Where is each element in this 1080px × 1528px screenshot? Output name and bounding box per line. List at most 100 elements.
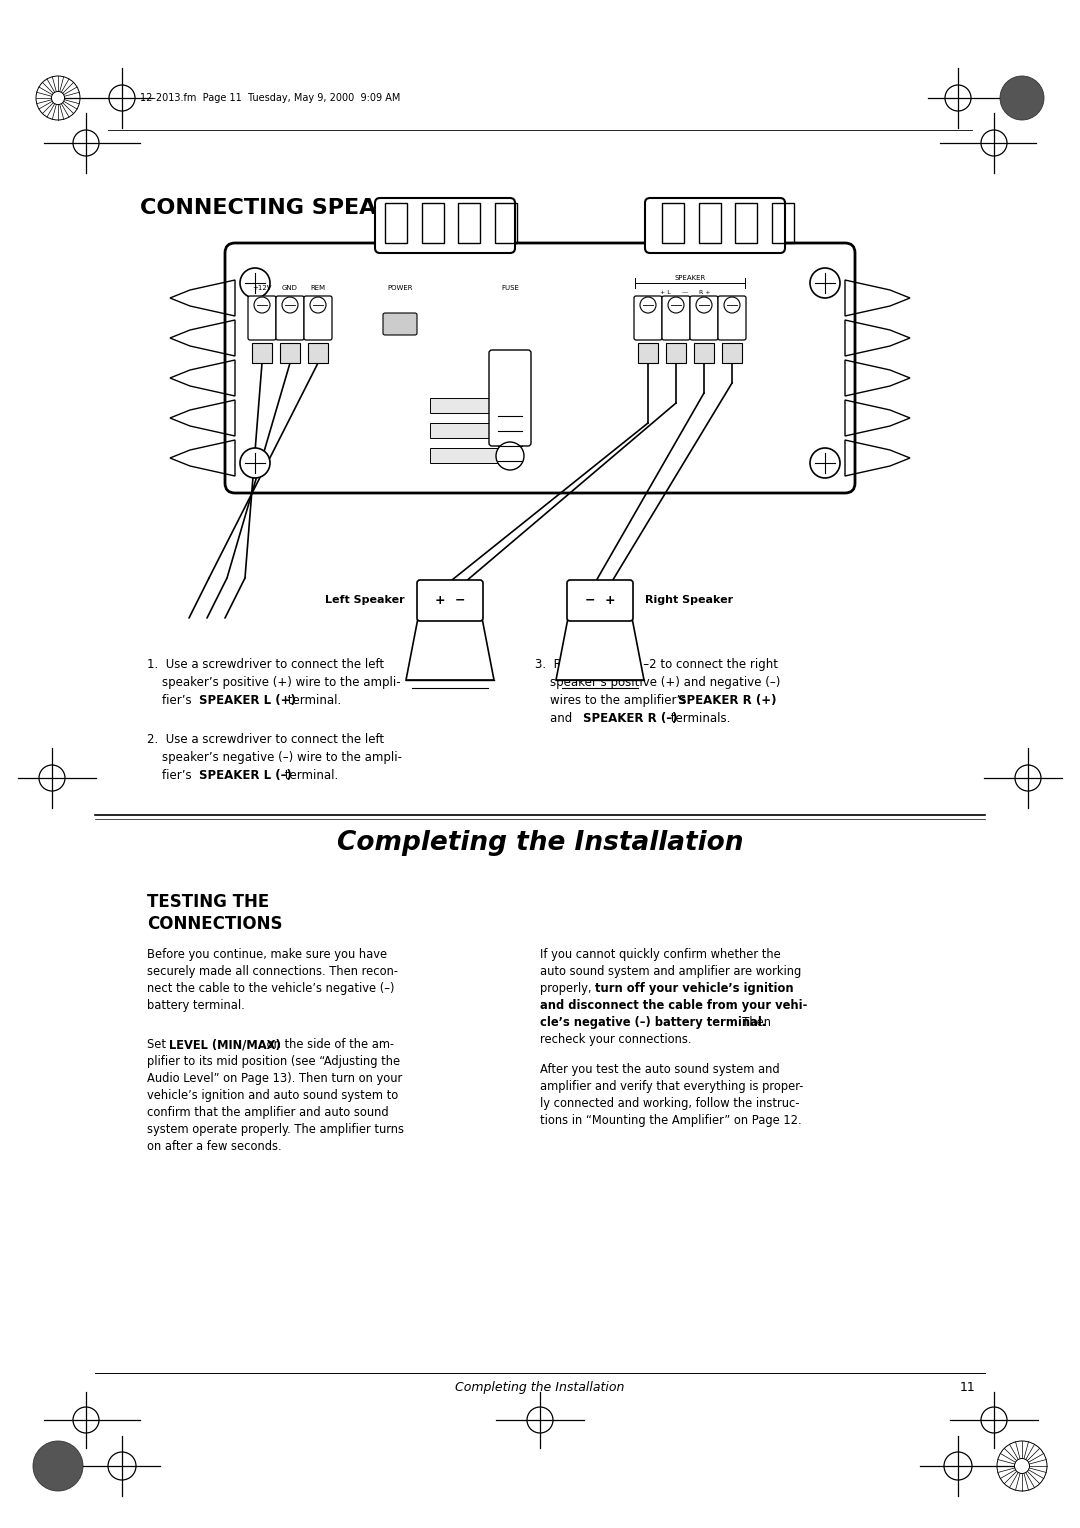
Text: CONNECTING SPEAKERS: CONNECTING SPEAKERS [140, 199, 442, 219]
Text: Completing the Installation: Completing the Installation [456, 1381, 624, 1394]
Text: terminal.: terminal. [284, 694, 341, 707]
Text: TESTING THE: TESTING THE [147, 892, 269, 911]
FancyBboxPatch shape [280, 342, 300, 364]
FancyBboxPatch shape [489, 350, 531, 446]
FancyBboxPatch shape [430, 423, 500, 439]
Text: LEVEL (MIN/MAX): LEVEL (MIN/MAX) [168, 1038, 281, 1051]
Text: terminals.: terminals. [667, 712, 730, 724]
FancyBboxPatch shape [417, 581, 483, 620]
Text: properly,: properly, [540, 983, 598, 995]
Text: nect the cable to the vehicle’s negative (–): nect the cable to the vehicle’s negative… [147, 983, 394, 995]
Text: and disconnect the cable from your vehi-: and disconnect the cable from your vehi- [540, 999, 808, 1012]
Text: speaker’s positive (+) and negative (–): speaker’s positive (+) and negative (–) [535, 675, 781, 689]
Text: system operate properly. The amplifier turns: system operate properly. The amplifier t… [147, 1123, 404, 1135]
Text: −: − [455, 593, 465, 607]
FancyBboxPatch shape [430, 448, 500, 463]
FancyBboxPatch shape [718, 296, 746, 341]
Circle shape [282, 296, 298, 313]
Text: terminal.: terminal. [281, 769, 338, 782]
Text: battery terminal.: battery terminal. [147, 999, 245, 1012]
FancyBboxPatch shape [634, 296, 662, 341]
Text: 11: 11 [959, 1381, 975, 1394]
Text: SPEAKER L (–): SPEAKER L (–) [199, 769, 292, 782]
FancyBboxPatch shape [666, 342, 686, 364]
Text: plifier to its mid position (see “Adjusting the: plifier to its mid position (see “Adjust… [147, 1054, 400, 1068]
FancyBboxPatch shape [252, 342, 272, 364]
Text: Then: Then [735, 1016, 771, 1028]
Text: POWER: POWER [388, 286, 413, 290]
FancyBboxPatch shape [383, 313, 417, 335]
Text: Audio Level” on Page 13). Then turn on your: Audio Level” on Page 13). Then turn on y… [147, 1073, 402, 1085]
Text: SPEAKER R (–): SPEAKER R (–) [583, 712, 677, 724]
Text: fier’s: fier’s [147, 769, 195, 782]
Circle shape [724, 296, 740, 313]
Text: SPEAKER R (+): SPEAKER R (+) [678, 694, 777, 707]
Circle shape [696, 296, 712, 313]
Text: Completing the Installation: Completing the Installation [337, 830, 743, 856]
Text: After you test the auto sound system and: After you test the auto sound system and [540, 1063, 780, 1076]
Text: R +: R + [699, 290, 711, 295]
FancyBboxPatch shape [430, 397, 500, 413]
Text: cle’s negative (–) battery terminal.: cle’s negative (–) battery terminal. [540, 1016, 766, 1028]
Text: wires to the amplifier’s: wires to the amplifier’s [535, 694, 690, 707]
Text: 3.  Repeat Steps 1–2 to connect the right: 3. Repeat Steps 1–2 to connect the right [535, 659, 778, 671]
FancyBboxPatch shape [225, 243, 855, 494]
Text: +: + [605, 593, 616, 607]
FancyBboxPatch shape [567, 581, 633, 620]
Text: 1.  Use a screwdriver to connect the left: 1. Use a screwdriver to connect the left [147, 659, 384, 671]
FancyBboxPatch shape [248, 296, 276, 341]
Text: securely made all connections. Then recon-: securely made all connections. Then reco… [147, 966, 399, 978]
Text: fier’s: fier’s [147, 694, 195, 707]
Circle shape [254, 296, 270, 313]
Circle shape [810, 267, 840, 298]
Text: —: — [681, 290, 688, 295]
Text: + L: + L [660, 290, 671, 295]
Text: tions in “Mounting the Amplifier” on Page 12.: tions in “Mounting the Amplifier” on Pag… [540, 1114, 801, 1128]
Text: speaker’s positive (+) wire to the ampli-: speaker’s positive (+) wire to the ampli… [147, 675, 401, 689]
Text: Set: Set [147, 1038, 170, 1051]
Text: turn off your vehicle’s ignition: turn off your vehicle’s ignition [595, 983, 794, 995]
Text: CONNECTIONS: CONNECTIONS [147, 915, 283, 934]
FancyBboxPatch shape [375, 199, 515, 254]
Text: speaker’s negative (–) wire to the ampli-: speaker’s negative (–) wire to the ampli… [147, 750, 402, 764]
Circle shape [496, 442, 524, 471]
FancyBboxPatch shape [662, 296, 690, 341]
Text: GND: GND [282, 286, 298, 290]
Text: vehicle’s ignition and auto sound system to: vehicle’s ignition and auto sound system… [147, 1089, 399, 1102]
Text: Before you continue, make sure you have: Before you continue, make sure you have [147, 947, 387, 961]
Text: ly connected and working, follow the instruc-: ly connected and working, follow the ins… [540, 1097, 799, 1109]
Text: Right Speaker: Right Speaker [645, 594, 733, 605]
FancyBboxPatch shape [723, 342, 742, 364]
Text: If you cannot quickly confirm whether the: If you cannot quickly confirm whether th… [540, 947, 781, 961]
Text: REM: REM [310, 286, 325, 290]
FancyBboxPatch shape [276, 296, 303, 341]
FancyBboxPatch shape [308, 342, 328, 364]
FancyBboxPatch shape [690, 296, 718, 341]
Text: FUSE: FUSE [501, 286, 518, 290]
Text: confirm that the amplifier and auto sound: confirm that the amplifier and auto soun… [147, 1106, 389, 1118]
Polygon shape [406, 617, 494, 680]
Text: +12V: +12V [253, 286, 272, 290]
Text: SPEAKER L (+): SPEAKER L (+) [199, 694, 296, 707]
Circle shape [240, 267, 270, 298]
Text: 12-2013.fm  Page 11  Tuesday, May 9, 2000  9:09 AM: 12-2013.fm Page 11 Tuesday, May 9, 2000 … [140, 93, 401, 102]
Polygon shape [556, 617, 644, 680]
Circle shape [240, 448, 270, 478]
Text: recheck your connections.: recheck your connections. [540, 1033, 691, 1047]
Text: auto sound system and amplifier are working: auto sound system and amplifier are work… [540, 966, 801, 978]
FancyBboxPatch shape [303, 296, 332, 341]
Text: −: − [584, 593, 595, 607]
FancyBboxPatch shape [645, 199, 785, 254]
Circle shape [52, 92, 65, 104]
FancyBboxPatch shape [694, 342, 714, 364]
Circle shape [310, 296, 326, 313]
Circle shape [1014, 1459, 1029, 1473]
Circle shape [1000, 76, 1044, 121]
Circle shape [810, 448, 840, 478]
Text: 2.  Use a screwdriver to connect the left: 2. Use a screwdriver to connect the left [147, 733, 384, 746]
Text: on the side of the am-: on the side of the am- [264, 1038, 394, 1051]
Text: Left Speaker: Left Speaker [325, 594, 405, 605]
Text: +: + [434, 593, 445, 607]
Circle shape [33, 1441, 83, 1491]
Text: amplifier and verify that everything is proper-: amplifier and verify that everything is … [540, 1080, 804, 1093]
